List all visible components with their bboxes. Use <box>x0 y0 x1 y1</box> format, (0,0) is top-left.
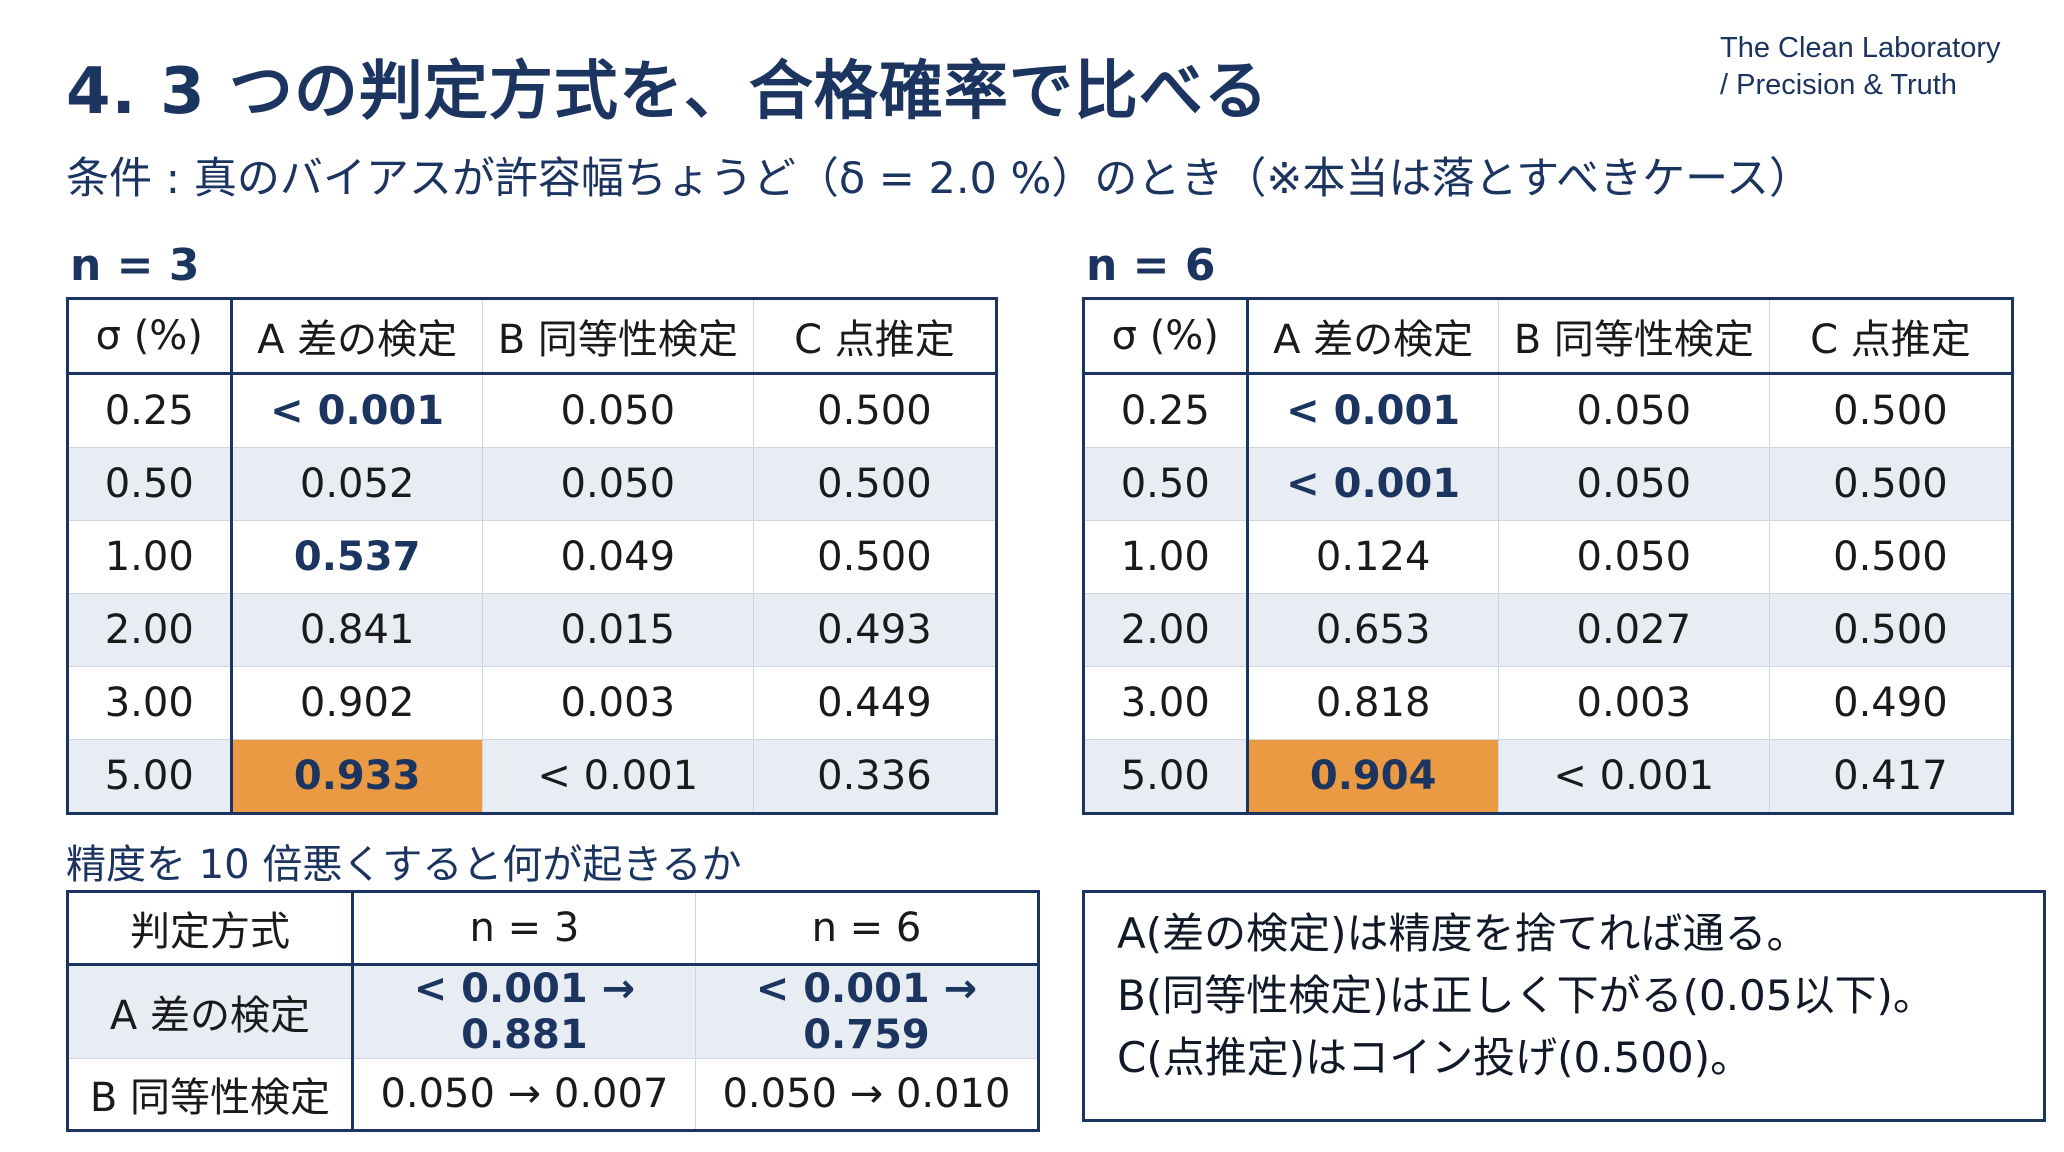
summary-notes-box: A(差の検定)は精度を捨てれば通る。 B(同等性検定)は正しく下がる(0.05以… <box>1082 890 2046 1122</box>
cell-b: 0.003 <box>481 666 754 740</box>
cell-sigma: 2.00 <box>67 593 233 667</box>
table-n3: σ (%) A 差の検定 B 同等性検定 C 点推定 0.25 < 0.001 … <box>66 297 998 815</box>
cell-n6: < 0.001 → 0.759 <box>694 964 1039 1059</box>
cell-sigma: 1.00 <box>67 520 233 594</box>
cell-b: < 0.001 <box>481 739 754 814</box>
cell-b: 0.003 <box>1497 666 1770 740</box>
table-row: 5.00 0.933 < 0.001 0.336 <box>67 739 997 814</box>
page-title: 4. 3 つの判定方式を、合格確率で比べる <box>66 55 1269 129</box>
cell-b: 0.027 <box>1497 593 1770 667</box>
table-header-row: σ (%) A 差の検定 B 同等性検定 C 点推定 <box>1083 298 2013 375</box>
cell-c: 0.500 <box>1768 373 2013 448</box>
cell-c: 0.417 <box>1768 739 2013 814</box>
cell-c: 0.490 <box>1768 666 2013 740</box>
table-row: B 同等性検定 0.050 → 0.007 0.050 → 0.010 <box>67 1058 1039 1131</box>
cell-c: 0.500 <box>752 373 997 448</box>
cell-b: 0.049 <box>481 520 754 594</box>
cell-c: 0.500 <box>1768 520 2013 594</box>
cell-method: B 同等性検定 <box>67 1058 354 1131</box>
table-n6: σ (%) A 差の検定 B 同等性検定 C 点推定 0.25 < 0.001 … <box>1082 297 2014 815</box>
header-n3: n = 3 <box>351 891 696 966</box>
table-row: 3.00 0.818 0.003 0.490 <box>1083 666 2013 740</box>
table-header-row: 判定方式 n = 3 n = 6 <box>67 891 1039 966</box>
header-method-b: B 同等性検定 <box>1497 298 1770 375</box>
cell-a: 0.841 <box>230 593 483 667</box>
header-method: 判定方式 <box>67 891 354 966</box>
cell-sigma: 5.00 <box>1083 739 1249 814</box>
brand-label: The Clean Laboratory / Precision & Truth <box>1720 30 2001 104</box>
cell-c: 0.500 <box>1768 447 2013 521</box>
table-row: 1.00 0.124 0.050 0.500 <box>1083 520 2013 594</box>
cell-b: 0.050 <box>1497 520 1770 594</box>
header-method-c: C 点推定 <box>752 298 997 375</box>
cell-b: 0.050 <box>481 373 754 448</box>
cell-c: 0.336 <box>752 739 997 814</box>
table-row: 5.00 0.904 < 0.001 0.417 <box>1083 739 2013 814</box>
brand-line-1: The Clean Laboratory <box>1720 32 2001 64</box>
cell-sigma: 1.00 <box>1083 520 1249 594</box>
header-method-a: A 差の検定 <box>230 298 483 375</box>
cell-a-highlight: 0.904 <box>1246 739 1499 814</box>
cell-c: 0.500 <box>1768 593 2013 667</box>
table-row: A 差の検定 < 0.001 → 0.881 < 0.001 → 0.759 <box>67 964 1039 1059</box>
cell-c: 0.500 <box>752 520 997 594</box>
cell-n6: 0.050 → 0.010 <box>694 1058 1039 1131</box>
cell-c: 0.493 <box>752 593 997 667</box>
cell-sigma: 3.00 <box>1083 666 1249 740</box>
cell-a: 0.653 <box>1246 593 1499 667</box>
cell-n3: < 0.001 → 0.881 <box>351 964 696 1059</box>
header-method-c: C 点推定 <box>1768 298 2013 375</box>
cell-a: < 0.001 <box>1246 373 1499 448</box>
cell-n3: 0.050 → 0.007 <box>351 1058 696 1131</box>
cell-sigma: 2.00 <box>1083 593 1249 667</box>
header-method-a: A 差の検定 <box>1246 298 1499 375</box>
cell-a-highlight: 0.933 <box>230 739 483 814</box>
cell-a: 0.052 <box>230 447 483 521</box>
table-row: 1.00 0.537 0.049 0.500 <box>67 520 997 594</box>
cell-a: 0.902 <box>230 666 483 740</box>
cell-sigma: 0.50 <box>67 447 233 521</box>
table-row: 2.00 0.841 0.015 0.493 <box>67 593 997 667</box>
note-line: B(同等性検定)は正しく下がる(0.05以下)。 <box>1117 971 1935 1020</box>
note-line: A(差の検定)は精度を捨てれば通る。 <box>1117 909 1809 958</box>
table-row: 0.50 < 0.001 0.050 0.500 <box>1083 447 2013 521</box>
cell-c: 0.449 <box>752 666 997 740</box>
header-sigma: σ (%) <box>67 298 233 375</box>
cell-a: < 0.001 <box>230 373 483 448</box>
cell-a: 0.818 <box>1246 666 1499 740</box>
page-subtitle: 条件 : 真のバイアスが許容幅ちょうど（δ = 2.0 %）のとき（※本当は落と… <box>66 154 1812 204</box>
cell-c: 0.500 <box>752 447 997 521</box>
brand-line-2: / Precision & Truth <box>1720 69 1957 101</box>
header-n6: n = 6 <box>694 891 1039 966</box>
cell-a: 0.537 <box>230 520 483 594</box>
table-row: 2.00 0.653 0.027 0.500 <box>1083 593 2013 667</box>
table-row: 0.25 < 0.001 0.050 0.500 <box>1083 373 2013 448</box>
header-sigma: σ (%) <box>1083 298 1249 375</box>
cell-sigma: 5.00 <box>67 739 233 814</box>
table-header-row: σ (%) A 差の検定 B 同等性検定 C 点推定 <box>67 298 997 375</box>
note-line: C(点推定)はコイン投げ(0.500)。 <box>1117 1033 1753 1082</box>
cell-b: 0.050 <box>481 447 754 521</box>
cell-sigma: 3.00 <box>67 666 233 740</box>
table-row: 0.50 0.052 0.050 0.500 <box>67 447 997 521</box>
panel-label-n6: n = 6 <box>1086 240 1216 291</box>
cell-a: 0.124 <box>1246 520 1499 594</box>
cell-b: < 0.001 <box>1497 739 1770 814</box>
panel-label-n3: n = 3 <box>70 240 200 291</box>
cell-b: 0.050 <box>1497 373 1770 448</box>
comparison-heading: 精度を 10 倍悪くすると何が起きるか <box>66 842 742 888</box>
comparison-table: 判定方式 n = 3 n = 6 A 差の検定 < 0.001 → 0.881 … <box>66 890 1040 1132</box>
cell-a: < 0.001 <box>1246 447 1499 521</box>
cell-sigma: 0.50 <box>1083 447 1249 521</box>
cell-method: A 差の検定 <box>67 964 354 1059</box>
cell-sigma: 0.25 <box>1083 373 1249 448</box>
cell-b: 0.050 <box>1497 447 1770 521</box>
table-row: 0.25 < 0.001 0.050 0.500 <box>67 373 997 448</box>
header-method-b: B 同等性検定 <box>481 298 754 375</box>
table-row: 3.00 0.902 0.003 0.449 <box>67 666 997 740</box>
cell-b: 0.015 <box>481 593 754 667</box>
cell-sigma: 0.25 <box>67 373 233 448</box>
